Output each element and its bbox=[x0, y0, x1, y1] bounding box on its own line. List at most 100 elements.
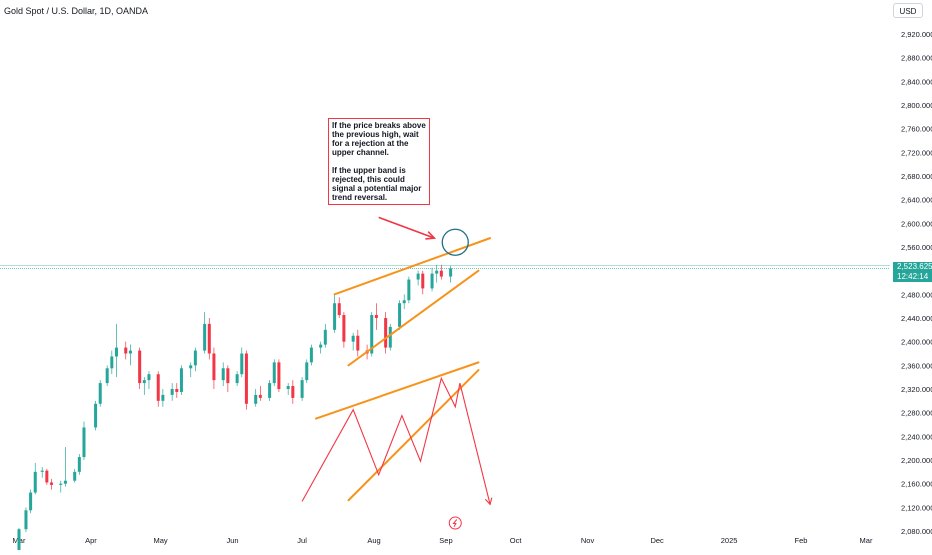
candle bbox=[193, 347, 197, 372]
candle-body bbox=[407, 279, 411, 301]
candle-body bbox=[449, 268, 453, 277]
candle-body bbox=[356, 335, 360, 351]
candle-body bbox=[17, 529, 21, 552]
candle-body bbox=[319, 344, 323, 348]
candle bbox=[235, 371, 239, 387]
candle bbox=[138, 347, 142, 389]
candle bbox=[142, 377, 146, 395]
candle-body bbox=[33, 471, 37, 493]
pointer-arrow[interactable] bbox=[378, 216, 435, 239]
y-tick-label: 2,240.000 bbox=[901, 432, 932, 441]
candle-body bbox=[342, 315, 346, 342]
candle-body bbox=[309, 347, 313, 363]
y-tick-label: 2,080.000 bbox=[901, 527, 932, 536]
candle bbox=[17, 528, 21, 555]
candle bbox=[29, 489, 33, 514]
candle bbox=[402, 294, 406, 310]
projected-upper-channel-line[interactable] bbox=[315, 361, 480, 420]
candle bbox=[277, 359, 281, 392]
candle-body bbox=[179, 368, 183, 392]
candle-body bbox=[203, 323, 207, 351]
x-tick-label: Nov bbox=[581, 536, 595, 545]
candle-body bbox=[161, 394, 165, 401]
candle-body bbox=[439, 270, 443, 277]
y-tick-label: 2,320.000 bbox=[901, 385, 932, 394]
y-tick-label: 2,680.000 bbox=[901, 172, 932, 181]
candle bbox=[272, 359, 276, 387]
candle-body bbox=[370, 315, 374, 354]
candle-body bbox=[244, 353, 248, 404]
y-tick-label: 2,160.000 bbox=[901, 480, 932, 489]
upper-channel-line[interactable] bbox=[333, 237, 492, 296]
y-tick-label: 2,200.000 bbox=[901, 456, 932, 465]
y-tick-label: 2,920.000 bbox=[901, 30, 932, 39]
candle-body bbox=[142, 380, 146, 384]
candle bbox=[268, 380, 272, 401]
candle-body bbox=[29, 492, 33, 511]
candle bbox=[356, 329, 360, 357]
candle-body bbox=[333, 303, 337, 330]
x-tick-label: Sep bbox=[439, 536, 452, 545]
annotation-text-box[interactable]: If the price breaks above the previous h… bbox=[328, 118, 430, 205]
candle bbox=[179, 365, 183, 395]
time-axis[interactable]: MarAprMayJunJulAugSepOctNovDec2025FebMar bbox=[13, 536, 873, 545]
candle bbox=[384, 312, 388, 354]
candle bbox=[147, 371, 151, 389]
y-tick-label: 2,120.000 bbox=[901, 503, 932, 512]
currency-button[interactable]: USD bbox=[893, 3, 923, 18]
candle bbox=[323, 323, 327, 348]
candle-body bbox=[435, 270, 439, 274]
candle bbox=[98, 380, 102, 407]
candle-body bbox=[351, 335, 355, 342]
candle bbox=[398, 300, 402, 330]
candle bbox=[59, 480, 63, 493]
candle bbox=[124, 341, 128, 360]
candle bbox=[240, 347, 244, 378]
candle-body bbox=[63, 480, 67, 484]
candle bbox=[94, 400, 98, 431]
annotation-paragraph-2: If the upper band is rejected, this coul… bbox=[332, 166, 422, 202]
projected-path-line[interactable] bbox=[301, 376, 491, 505]
candle bbox=[439, 264, 443, 280]
candle bbox=[333, 294, 337, 333]
lower-channel-line[interactable] bbox=[347, 269, 480, 367]
annotation-paragraph-1: If the price breaks above the previous h… bbox=[332, 121, 426, 157]
candle bbox=[407, 276, 411, 304]
lightning-icon bbox=[452, 519, 458, 528]
candle bbox=[73, 468, 77, 483]
candle bbox=[421, 270, 425, 295]
y-tick-label: 2,360.000 bbox=[901, 361, 932, 370]
candle bbox=[244, 350, 248, 410]
candle-body bbox=[388, 326, 392, 348]
price-axis[interactable]: 2,080.000 2,120.000 2,160.000 2,200.000 2,24… bbox=[901, 30, 932, 536]
candle bbox=[300, 377, 304, 401]
x-tick-label: 2025 bbox=[721, 536, 738, 545]
candle-body bbox=[323, 329, 327, 345]
candle-body bbox=[138, 350, 142, 384]
symbol-title[interactable]: Gold Spot / U.S. Dollar, 1D, OANDA bbox=[4, 6, 149, 16]
candle bbox=[105, 365, 109, 387]
price-lines bbox=[0, 265, 890, 269]
candle-body bbox=[193, 350, 197, 366]
candle bbox=[286, 383, 290, 395]
candle-body bbox=[226, 368, 230, 384]
candle-body bbox=[337, 303, 341, 316]
candle bbox=[309, 344, 313, 366]
x-tick-label: Dec bbox=[650, 536, 664, 545]
rejection-circle[interactable] bbox=[441, 228, 469, 256]
candle-body bbox=[124, 347, 128, 354]
projected-lower-channel-line[interactable] bbox=[347, 369, 480, 502]
y-tick-label: 2,480.000 bbox=[901, 290, 932, 299]
candle bbox=[45, 468, 49, 485]
candle-body bbox=[402, 300, 406, 304]
candle bbox=[212, 347, 216, 389]
candle-body bbox=[221, 368, 225, 381]
candle bbox=[175, 383, 179, 398]
candle-body bbox=[207, 323, 211, 354]
bar-countdown: 12:42:14 bbox=[897, 272, 929, 281]
candle bbox=[291, 380, 295, 404]
candle bbox=[156, 371, 160, 407]
drawings[interactable] bbox=[301, 216, 493, 530]
